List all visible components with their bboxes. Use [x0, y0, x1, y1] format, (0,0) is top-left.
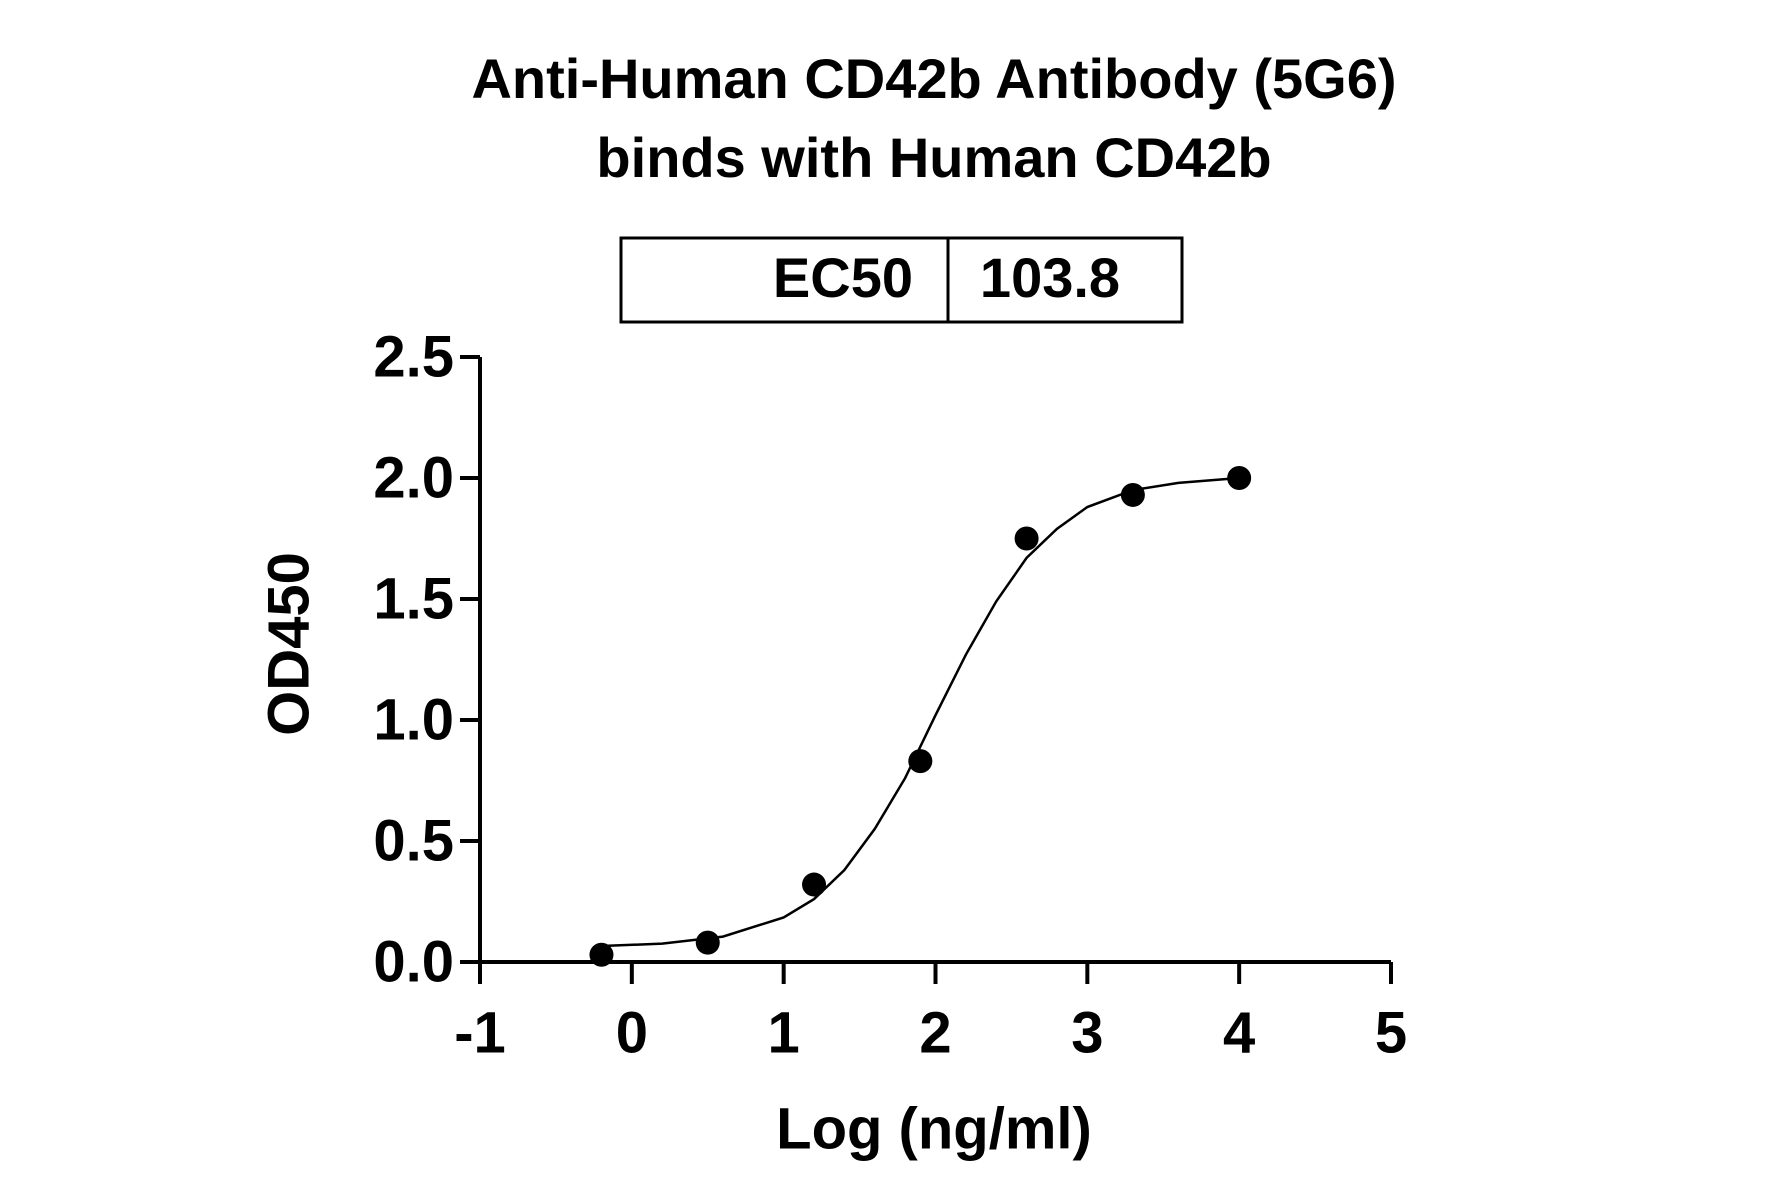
data-point [695, 930, 720, 955]
x-tick-label: 5 [1375, 1000, 1407, 1065]
x-tick-label: 4 [1223, 1000, 1255, 1065]
x-tick-label: 0 [616, 1000, 648, 1065]
x-tick-label: 1 [768, 1000, 800, 1065]
y-tick-label: 2.0 [373, 445, 454, 510]
annotation-value: 103.8 [980, 246, 1120, 309]
data-point [1120, 482, 1145, 507]
x-tick-label: -1 [454, 1000, 506, 1065]
data-point [802, 872, 827, 897]
annotation-label: EC50 [773, 246, 913, 309]
data-point [1227, 466, 1252, 490]
fit-curve [601, 476, 1240, 948]
chart-title: Anti-Human CD42b Antibody (5G6) [471, 47, 1396, 110]
y-tick-label: 0.5 [373, 808, 454, 873]
x-axis-label: Log (ng/ml) [776, 1096, 1092, 1161]
x-tick-label: 2 [919, 1000, 951, 1065]
y-tick-label: 2.5 [373, 324, 454, 389]
annotation-box [619, 236, 1184, 324]
y-tick-label: 1.5 [373, 566, 454, 631]
x-tick-label: 3 [1071, 1000, 1103, 1065]
y-tick-label: 0.0 [373, 929, 454, 994]
data-point [589, 942, 614, 967]
data-point [1014, 526, 1039, 551]
y-axis-label: OD450 [256, 552, 321, 736]
chart-title: binds with Human CD42b [596, 126, 1271, 189]
y-tick-label: 1.0 [373, 687, 454, 752]
data-point [908, 749, 933, 774]
